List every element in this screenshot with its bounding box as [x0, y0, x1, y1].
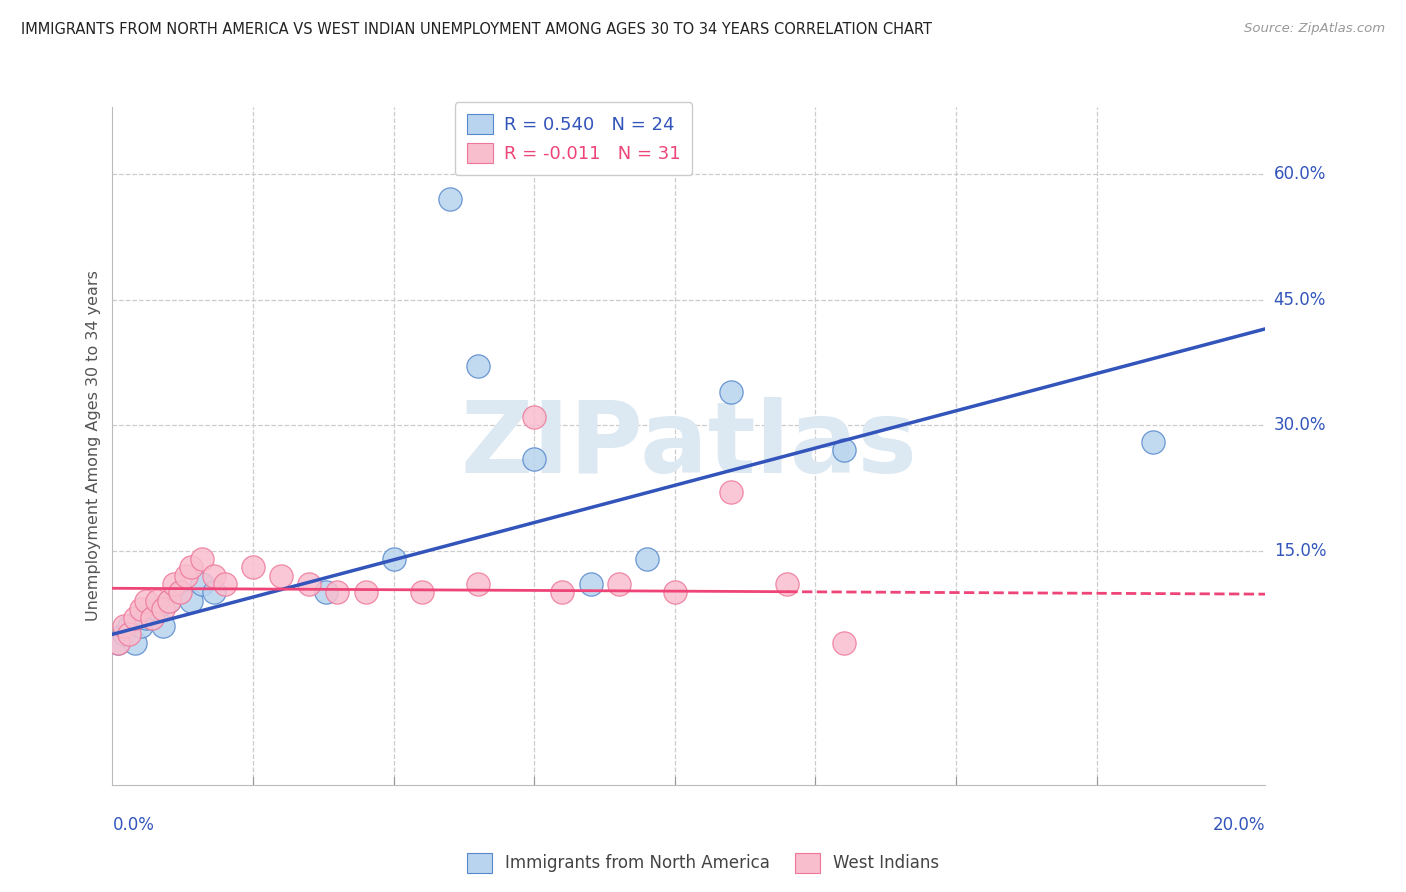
Point [169, 585, 191, 599]
Y-axis label: Unemployment Among Ages 30 to 34 years: Unemployment Among Ages 30 to 34 years [86, 270, 101, 622]
Point [776, 577, 799, 591]
Point [326, 585, 349, 599]
Point [439, 192, 461, 206]
Point [112, 627, 135, 641]
Text: Source: ZipAtlas.com: Source: ZipAtlas.com [1244, 22, 1385, 36]
Point [112, 619, 135, 633]
Point [146, 602, 169, 616]
Point [1142, 434, 1164, 449]
Point [411, 585, 433, 599]
Point [141, 610, 163, 624]
Point [636, 552, 658, 566]
Point [146, 594, 169, 608]
Point [354, 585, 377, 599]
Point [191, 552, 214, 566]
Text: 15.0%: 15.0% [1274, 541, 1326, 559]
Text: IMMIGRANTS FROM NORTH AMERICA VS WEST INDIAN UNEMPLOYMENT AMONG AGES 30 TO 34 YE: IMMIGRANTS FROM NORTH AMERICA VS WEST IN… [21, 22, 932, 37]
Point [523, 409, 546, 424]
Point [129, 619, 152, 633]
Text: 30.0%: 30.0% [1274, 416, 1326, 434]
Point [163, 577, 186, 591]
Point [107, 635, 129, 649]
Point [664, 585, 686, 599]
Point [298, 577, 321, 591]
Point [382, 552, 405, 566]
Legend: Immigrants from North America, West Indians: Immigrants from North America, West Indi… [460, 847, 946, 880]
Point [214, 577, 236, 591]
Point [720, 485, 742, 500]
Point [180, 594, 202, 608]
Point [315, 585, 337, 599]
Point [124, 610, 146, 624]
Point [174, 568, 197, 582]
Point [129, 602, 152, 616]
Point [242, 560, 264, 574]
Point [467, 577, 489, 591]
Point [118, 619, 141, 633]
Point [152, 619, 174, 633]
Point [169, 585, 191, 599]
Point [135, 594, 157, 608]
Point [832, 443, 855, 458]
Point [141, 610, 163, 624]
Point [720, 384, 742, 399]
Point [607, 577, 630, 591]
Point [467, 359, 489, 374]
Text: ZIPatlas: ZIPatlas [461, 398, 917, 494]
Text: 45.0%: 45.0% [1274, 291, 1326, 309]
Point [202, 568, 225, 582]
Point [157, 594, 180, 608]
Point [270, 568, 292, 582]
Point [523, 451, 546, 466]
Text: 20.0%: 20.0% [1213, 815, 1265, 833]
Point [157, 594, 180, 608]
Point [191, 577, 214, 591]
Point [832, 635, 855, 649]
Point [135, 610, 157, 624]
Text: 0.0%: 0.0% [112, 815, 155, 833]
Point [124, 635, 146, 649]
Point [107, 635, 129, 649]
Point [202, 585, 225, 599]
Point [152, 602, 174, 616]
Point [551, 585, 574, 599]
Point [579, 577, 602, 591]
Point [180, 560, 202, 574]
Point [118, 627, 141, 641]
Legend: R = 0.540   N = 24, R = -0.011   N = 31: R = 0.540 N = 24, R = -0.011 N = 31 [456, 103, 692, 175]
Text: 60.0%: 60.0% [1274, 165, 1326, 183]
